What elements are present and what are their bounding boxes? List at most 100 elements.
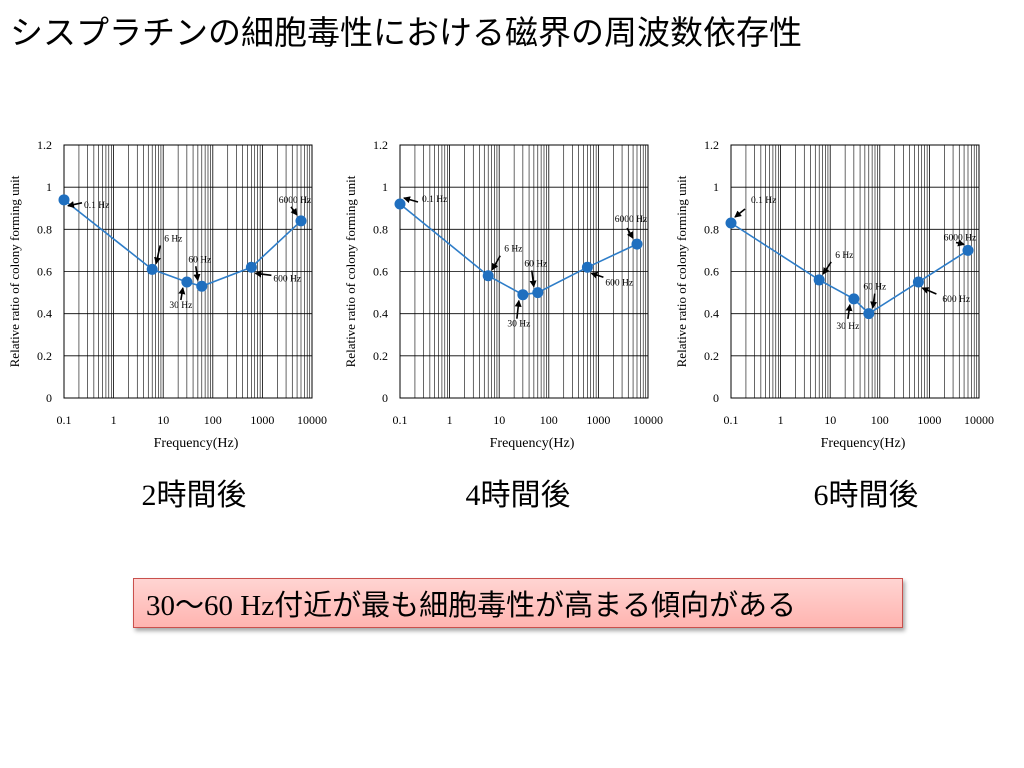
- x-tick-label: 10000: [633, 413, 663, 427]
- data-point: [631, 238, 643, 250]
- data-point: [517, 289, 529, 301]
- point-label: 30 Hz: [836, 322, 859, 332]
- data-point: [912, 276, 924, 288]
- x-tick-label: 100: [204, 413, 222, 427]
- y-tick-label: 1.2: [373, 138, 388, 152]
- x-tick-label: 100: [540, 413, 558, 427]
- point-arrow: [178, 287, 186, 301]
- conclusion-box: 30～60 Hz付近が最も細胞毒性が高まる傾向がある: [133, 578, 903, 628]
- plot-frame: [730, 144, 980, 399]
- data-point: [725, 217, 737, 229]
- y-tick-label: 0.4: [37, 307, 52, 321]
- chart-1: 0 0.2 0.4 0.6 0.8 1 1.2 0.1 1 10 100 1000 10000 Frequ…: [343, 138, 663, 451]
- x-axis-label: Frequency(Hz): [490, 436, 575, 451]
- point-label: 6000 Hz: [279, 196, 311, 206]
- point-arrow: [845, 303, 853, 320]
- point-arrow: [870, 293, 878, 309]
- y-tick-label: 1: [382, 180, 388, 194]
- data-point: [295, 215, 307, 227]
- point-arrow: [921, 287, 937, 295]
- point-arrow: [514, 299, 522, 319]
- data-point: [962, 244, 974, 256]
- point-label: 60 Hz: [524, 260, 547, 270]
- data-point: [58, 194, 70, 206]
- point-label: 6 Hz: [164, 234, 182, 244]
- series-line: [63, 199, 302, 288]
- data-point: [245, 261, 257, 273]
- chart-caption-6h: 6時間後: [813, 479, 919, 512]
- point-label: 60 Hz: [188, 255, 211, 265]
- data-point: [813, 274, 825, 286]
- y-tick-label: 0: [382, 391, 388, 405]
- x-tick-label: 1000: [917, 413, 941, 427]
- data-point: [394, 198, 406, 210]
- x-tick-label: 10000: [964, 413, 994, 427]
- x-tick-label: 10: [824, 413, 836, 427]
- y-tick-label: 0.2: [37, 349, 52, 363]
- x-tick-label: 10000: [297, 413, 327, 427]
- chart-caption-2h: 2時間後: [141, 479, 247, 512]
- y-axis-label: Relative ratio of colony forming unit: [7, 175, 22, 367]
- data-point: [482, 270, 494, 282]
- y-tick-label: 0.2: [373, 349, 388, 363]
- data-point: [863, 308, 875, 320]
- point-label: 60 Hz: [863, 283, 886, 293]
- chart-0: 0 0.2 0.4 0.6 0.8 1 1.2 0.1 1 10 100 1000 10000 Frequ…: [7, 138, 327, 451]
- point-label: 600 Hz: [942, 295, 970, 305]
- point-arrow: [193, 266, 201, 282]
- point-arrow: [822, 261, 832, 275]
- series-line: [730, 222, 969, 315]
- point-arrow: [254, 270, 272, 278]
- y-axis-label: Relative ratio of colony forming unit: [674, 175, 689, 367]
- slide-title: シスプラチンの細胞毒性における磁界の周波数依存性: [10, 13, 802, 52]
- point-arrow: [154, 245, 161, 265]
- series-line: [399, 203, 638, 296]
- point-arrow: [67, 201, 83, 208]
- y-tick-label: 1: [713, 180, 719, 194]
- point-arrow: [529, 270, 537, 288]
- y-tick-label: 0.8: [704, 222, 719, 236]
- data-point: [146, 263, 158, 275]
- point-arrow: [290, 206, 298, 216]
- plot-frame: [63, 144, 313, 399]
- chart-2: 0 0.2 0.4 0.6 0.8 1 1.2 0.1 1 10 100 1000 10000 Frequ…: [674, 138, 994, 451]
- point-label: 6 Hz: [504, 245, 522, 255]
- point-label: 0.1 Hz: [751, 196, 776, 206]
- point-arrow: [491, 255, 501, 271]
- point-label: 6000 Hz: [615, 215, 647, 225]
- x-tick-label: 0.1: [57, 413, 72, 427]
- point-label: 30 Hz: [507, 320, 530, 330]
- x-axis-label: Frequency(Hz): [154, 436, 239, 451]
- point-label: 6000 Hz: [944, 233, 976, 243]
- y-tick-label: 0.6: [704, 265, 719, 279]
- charts-canvas: 00.20.40.60.811.20.1 1 10 100 1000 10000Frequ…: [7, 138, 994, 451]
- point-label: 600 Hz: [605, 278, 633, 288]
- point-arrow: [626, 227, 634, 239]
- plot-frame: [399, 144, 649, 399]
- x-tick-label: 1000: [250, 413, 274, 427]
- x-axis-label: Frequency(Hz): [821, 436, 906, 451]
- x-tick-label: 100: [871, 413, 889, 427]
- y-tick-label: 0: [713, 391, 719, 405]
- x-tick-label: 1: [447, 413, 453, 427]
- x-tick-label: 10: [157, 413, 169, 427]
- y-tick-label: 0.8: [373, 222, 388, 236]
- data-point: [181, 276, 193, 288]
- point-label: 30 Hz: [169, 301, 192, 311]
- data-point: [848, 293, 860, 305]
- y-tick-label: 0.6: [37, 265, 52, 279]
- point-label: 0.1 Hz: [422, 195, 447, 205]
- y-axis-label: Relative ratio of colony forming unit: [343, 175, 358, 367]
- y-tick-label: 0: [46, 391, 52, 405]
- x-tick-label: 1000: [586, 413, 610, 427]
- y-tick-label: 1: [46, 180, 52, 194]
- data-point: [196, 280, 208, 292]
- x-tick-label: 10: [493, 413, 505, 427]
- point-arrow: [734, 208, 746, 218]
- x-tick-label: 0.1: [724, 413, 739, 427]
- point-arrow: [590, 271, 604, 279]
- y-tick-label: 0.4: [373, 307, 388, 321]
- point-arrow: [403, 196, 419, 204]
- data-point: [532, 287, 544, 299]
- chart-caption-4h: 4時間後: [465, 479, 571, 512]
